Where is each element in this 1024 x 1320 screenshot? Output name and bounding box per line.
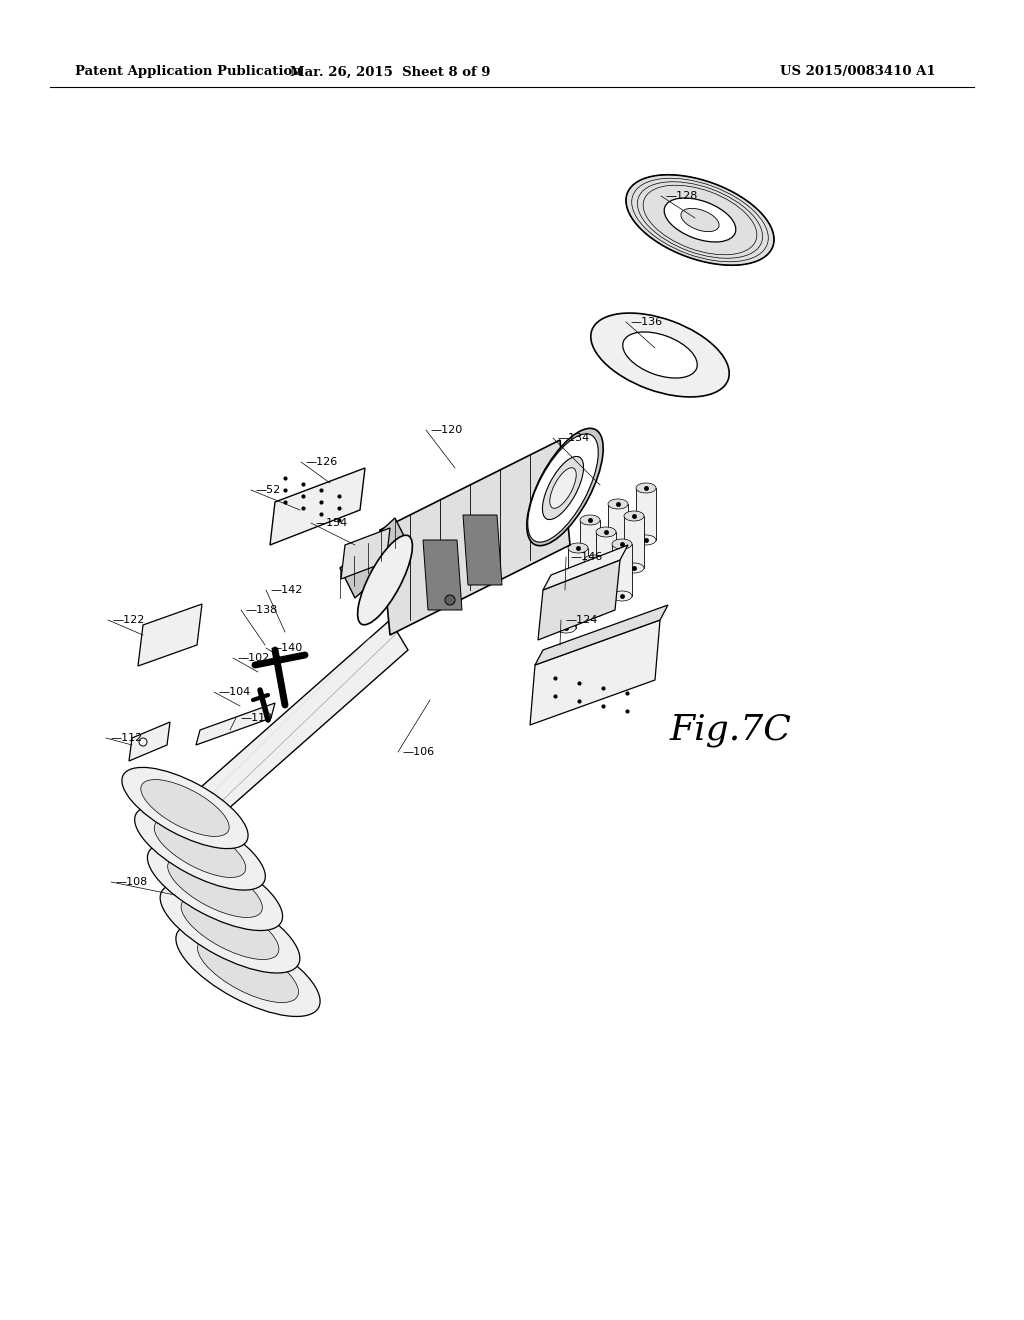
- Ellipse shape: [122, 767, 248, 849]
- Ellipse shape: [139, 738, 147, 746]
- Polygon shape: [423, 540, 462, 610]
- Ellipse shape: [155, 818, 246, 878]
- Ellipse shape: [608, 550, 628, 561]
- Ellipse shape: [176, 924, 321, 1016]
- Ellipse shape: [147, 843, 283, 931]
- Text: Mar. 26, 2015  Sheet 8 of 9: Mar. 26, 2015 Sheet 8 of 9: [290, 66, 490, 78]
- Ellipse shape: [134, 807, 265, 890]
- Polygon shape: [129, 722, 170, 762]
- Ellipse shape: [141, 780, 229, 837]
- Polygon shape: [584, 560, 604, 612]
- Polygon shape: [636, 488, 656, 540]
- Ellipse shape: [526, 428, 603, 545]
- Ellipse shape: [596, 579, 616, 589]
- Polygon shape: [608, 504, 628, 556]
- Text: —52: —52: [255, 484, 281, 495]
- Polygon shape: [612, 544, 632, 597]
- Polygon shape: [340, 517, 410, 598]
- Polygon shape: [138, 605, 202, 667]
- Polygon shape: [463, 515, 502, 585]
- Text: —112: —112: [110, 733, 142, 743]
- Polygon shape: [341, 528, 390, 579]
- Polygon shape: [380, 440, 570, 635]
- Text: —124: —124: [565, 615, 597, 624]
- Text: —108: —108: [115, 876, 147, 887]
- Ellipse shape: [608, 499, 628, 510]
- Ellipse shape: [556, 572, 575, 581]
- Polygon shape: [596, 532, 616, 583]
- Polygon shape: [568, 548, 588, 601]
- Polygon shape: [535, 605, 668, 665]
- Polygon shape: [270, 469, 365, 545]
- Ellipse shape: [168, 857, 262, 917]
- Text: —128: —128: [665, 191, 697, 201]
- Polygon shape: [196, 704, 275, 744]
- Text: US 2015/0083410 A1: US 2015/0083410 A1: [780, 66, 936, 78]
- Text: Patent Application Publication: Patent Application Publication: [75, 66, 302, 78]
- Text: —138: —138: [245, 605, 278, 615]
- Ellipse shape: [160, 883, 300, 973]
- Ellipse shape: [681, 209, 719, 231]
- Text: —120: —120: [430, 425, 462, 436]
- Ellipse shape: [636, 483, 656, 492]
- Ellipse shape: [580, 568, 600, 577]
- Polygon shape: [538, 560, 620, 640]
- Ellipse shape: [550, 467, 577, 508]
- Ellipse shape: [543, 457, 584, 520]
- Ellipse shape: [584, 554, 604, 565]
- Ellipse shape: [527, 434, 598, 543]
- Ellipse shape: [445, 595, 455, 605]
- Polygon shape: [580, 520, 600, 572]
- Text: —102: —102: [237, 653, 269, 663]
- Ellipse shape: [596, 527, 616, 537]
- Ellipse shape: [584, 607, 604, 616]
- Text: —140: —140: [270, 643, 302, 653]
- Ellipse shape: [626, 174, 774, 265]
- Ellipse shape: [556, 623, 575, 634]
- Text: —126: —126: [305, 457, 337, 467]
- Ellipse shape: [543, 453, 587, 521]
- Ellipse shape: [636, 535, 656, 545]
- Ellipse shape: [624, 511, 644, 521]
- Ellipse shape: [624, 564, 644, 573]
- Ellipse shape: [612, 591, 632, 601]
- Polygon shape: [530, 620, 660, 725]
- Text: —106: —106: [402, 747, 434, 756]
- Text: —110: —110: [240, 713, 272, 723]
- Polygon shape: [624, 516, 644, 568]
- Text: —142: —142: [270, 585, 302, 595]
- Text: —136: —136: [630, 317, 663, 327]
- Text: —104: —104: [218, 686, 250, 697]
- Polygon shape: [543, 545, 628, 590]
- Ellipse shape: [568, 595, 588, 605]
- Text: Fig.7C: Fig.7C: [669, 713, 791, 747]
- Ellipse shape: [580, 515, 600, 525]
- Ellipse shape: [591, 313, 729, 397]
- Ellipse shape: [612, 539, 632, 549]
- Ellipse shape: [623, 331, 697, 378]
- Text: —146: —146: [570, 552, 602, 562]
- Text: —122: —122: [112, 615, 144, 624]
- Ellipse shape: [665, 198, 736, 242]
- Ellipse shape: [568, 543, 588, 553]
- Ellipse shape: [198, 937, 298, 1002]
- Ellipse shape: [181, 896, 279, 960]
- Text: —154: —154: [315, 517, 347, 528]
- Text: —134: —134: [557, 433, 589, 444]
- Polygon shape: [175, 620, 408, 840]
- Ellipse shape: [357, 535, 413, 624]
- Polygon shape: [556, 576, 575, 628]
